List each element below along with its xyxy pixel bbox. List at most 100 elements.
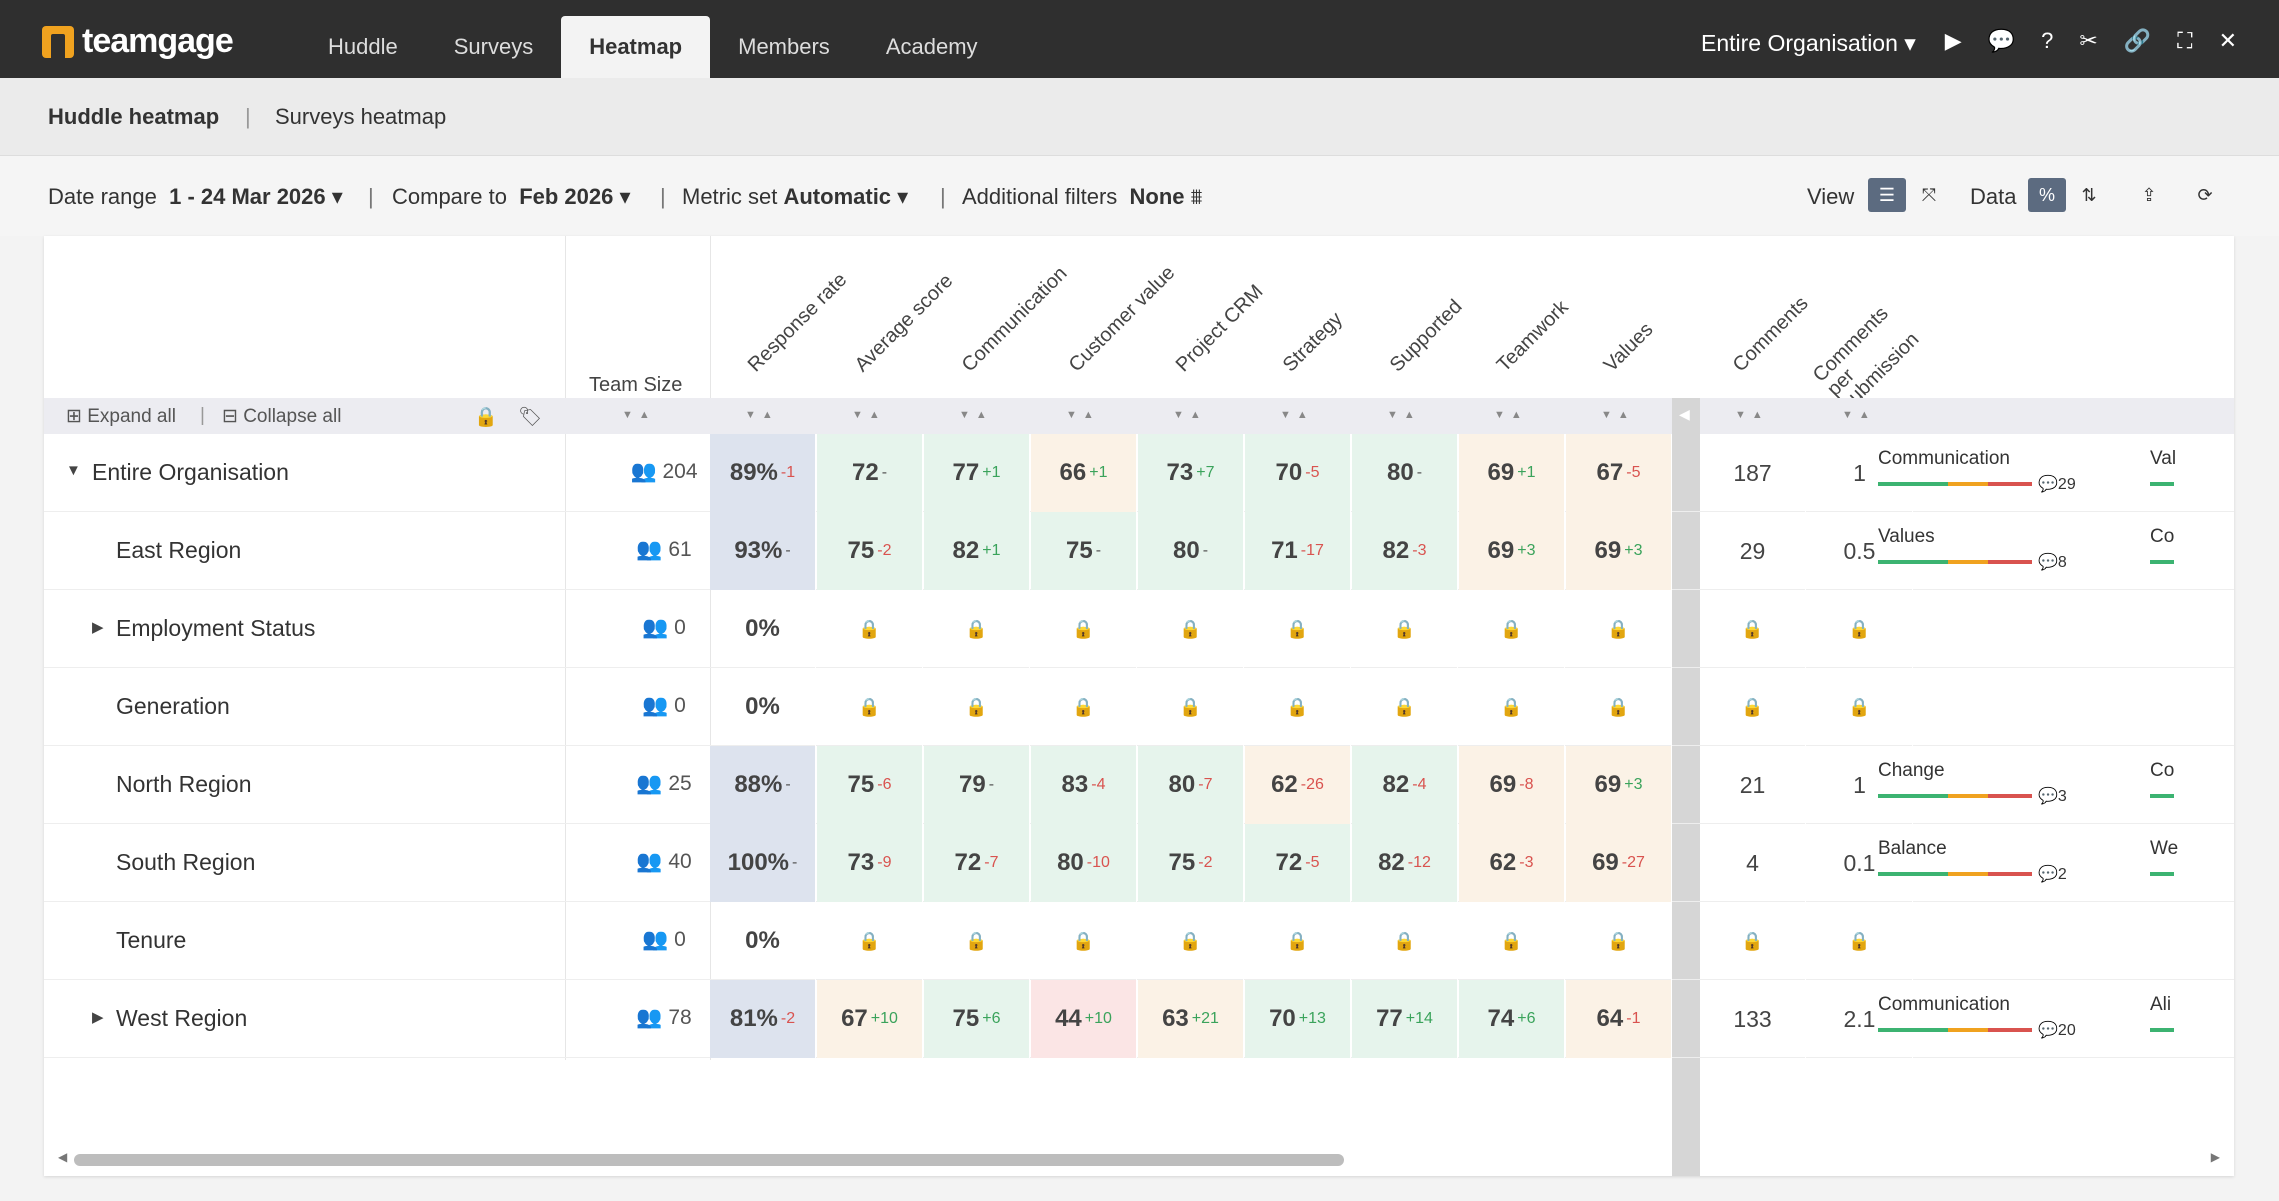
response-rate-cell[interactable]: 0% bbox=[710, 668, 816, 746]
sort-arrows[interactable]: ▼▲ bbox=[852, 409, 886, 421]
table-row[interactable]: ▶ Employment Status 👥 0 0% 🔒 🔒 🔒 🔒 🔒 🔒 🔒 🔒 🔒 🔒 bbox=[44, 590, 2234, 668]
table-row[interactable]: Generation 👥 0 0% 🔒 🔒 🔒 🔒 🔒 🔒 🔒 🔒 🔒 🔒 bbox=[44, 668, 2234, 746]
comments-per-submission-cell[interactable]: 1 bbox=[1807, 434, 1913, 512]
row-name[interactable]: Entire Organisation bbox=[92, 459, 289, 485]
heatmap-cell[interactable]: 83 -4 bbox=[1031, 746, 1137, 824]
comments-cell[interactable]: 133 bbox=[1700, 980, 1806, 1058]
top-theme[interactable]: Communication bbox=[1878, 448, 2010, 469]
heatmap-cell[interactable]: 73 +7 bbox=[1138, 434, 1244, 512]
response-rate-cell[interactable]: 0% bbox=[710, 902, 816, 980]
heatmap-cell[interactable]: 82 -3 bbox=[1352, 512, 1458, 590]
organisation-selector[interactable]: Entire Organisation ▾ bbox=[1701, 30, 1916, 57]
comments-per-submission-cell[interactable]: 1 bbox=[1807, 746, 1913, 824]
heatmap-cell[interactable]: 75 -6 bbox=[817, 746, 923, 824]
column-header[interactable]: Response rate bbox=[743, 268, 852, 377]
table-view-button[interactable]: ☰ bbox=[1868, 178, 1906, 212]
heatmap-cell[interactable]: 71 -17 bbox=[1245, 512, 1351, 590]
sort-arrows[interactable]: ▼▲ bbox=[1735, 409, 1769, 421]
heatmap-cell[interactable]: 69 +3 bbox=[1459, 512, 1565, 590]
heatmap-cell[interactable]: 82 -12 bbox=[1352, 824, 1458, 902]
sort-arrows[interactable]: ▼▲ bbox=[959, 409, 993, 421]
tag-icon[interactable]: 🏷 bbox=[518, 407, 543, 428]
expand-all-button[interactable]: ⊞ Expand all bbox=[66, 405, 176, 428]
heatmap-cell[interactable]: 69 +3 bbox=[1566, 512, 1672, 590]
tab-huddle-heatmap[interactable]: Huddle heatmap bbox=[48, 104, 220, 129]
table-row[interactable]: East Region 👥 61 93% -75 -2 82 +1 75-80-71 -17 82… bbox=[44, 512, 2234, 590]
table-row[interactable]: ▼ Entire Organisation 👥 204 89% -1 72-77 +1 66 +… bbox=[44, 434, 2234, 512]
comments-per-submission-cell[interactable]: 0.5 bbox=[1807, 512, 1913, 590]
compare-filter[interactable]: Compare to Feb 2026 ▾ bbox=[392, 184, 631, 210]
heatmap-cell[interactable]: 79- bbox=[924, 746, 1030, 824]
row-name[interactable]: West Region bbox=[116, 1005, 248, 1031]
heatmap-cell[interactable]: 72 -5 bbox=[1245, 824, 1351, 902]
column-header[interactable]: Supported bbox=[1385, 295, 1467, 377]
additional-filters[interactable]: Additional filters None ⩩ bbox=[962, 184, 1202, 210]
theme-truncated[interactable]: Co bbox=[2150, 760, 2175, 781]
scroll-right-icon[interactable]: ▶ bbox=[2210, 1150, 2220, 1164]
comments-cell[interactable]: 187 bbox=[1700, 434, 1806, 512]
top-theme[interactable]: Change bbox=[1878, 760, 1945, 781]
tab-surveys-heatmap[interactable]: Surveys heatmap bbox=[275, 104, 447, 129]
heatmap-cell[interactable]: 77 +14 bbox=[1352, 980, 1458, 1058]
play-icon[interactable]: ▶ bbox=[1944, 28, 1962, 53]
help-icon[interactable]: ? bbox=[2041, 28, 2054, 53]
caret-right-icon[interactable]: ▶ bbox=[92, 1009, 104, 1026]
row-name[interactable]: Generation bbox=[116, 693, 230, 719]
sort-arrows[interactable]: ▼▲ bbox=[622, 409, 656, 421]
tab-academy[interactable]: Academy bbox=[885, 34, 978, 59]
scatter-view-button[interactable]: ⤧ bbox=[1910, 178, 1948, 212]
heatmap-cell[interactable]: 75 -2 bbox=[1138, 824, 1244, 902]
heatmap-cell[interactable]: 72 -7 bbox=[924, 824, 1030, 902]
heatmap-cell[interactable]: 74 +6 bbox=[1459, 980, 1565, 1058]
heatmap-cell[interactable]: 72- bbox=[817, 434, 923, 512]
collapse-divider[interactable]: ◀ bbox=[1672, 398, 1700, 1176]
heatmap-cell[interactable]: 89% -1 bbox=[710, 434, 816, 512]
heatmap-cell[interactable]: 66 +1 bbox=[1031, 434, 1137, 512]
heatmap-cell[interactable]: 81% -2 bbox=[710, 980, 816, 1058]
heatmap-cell[interactable]: 75 -2 bbox=[817, 512, 923, 590]
row-name[interactable]: North Region bbox=[116, 771, 252, 797]
heatmap-cell[interactable]: 82 +1 bbox=[924, 512, 1030, 590]
column-header[interactable]: Average score bbox=[850, 269, 958, 377]
heatmap-cell[interactable]: 69 +3 bbox=[1566, 746, 1672, 824]
sort-arrows[interactable]: ▼▲ bbox=[1601, 409, 1635, 421]
comments-cell[interactable]: 4 bbox=[1700, 824, 1806, 902]
heatmap-cell[interactable]: 88% - bbox=[710, 746, 816, 824]
heatmap-cell[interactable]: 70 -5 bbox=[1245, 434, 1351, 512]
column-header[interactable]: Project CRM bbox=[1171, 280, 1268, 377]
comments-per-submission-cell[interactable]: 0.1 bbox=[1807, 824, 1913, 902]
heatmap-cell[interactable]: 44 +10 bbox=[1031, 980, 1137, 1058]
heatmap-cell[interactable]: 67 -5 bbox=[1566, 434, 1672, 512]
heatmap-cell[interactable]: 69 +1 bbox=[1459, 434, 1565, 512]
theme-truncated[interactable]: Co bbox=[2150, 526, 2175, 547]
link-icon[interactable]: 🔗 bbox=[2123, 28, 2152, 53]
column-header[interactable]: Communication bbox=[957, 262, 1072, 377]
row-name[interactable]: East Region bbox=[116, 537, 242, 563]
comments-cell[interactable]: 21 bbox=[1700, 746, 1806, 824]
date-range-filter[interactable]: Date range 1 - 24 Mar 2026 ▾ bbox=[48, 184, 343, 210]
caret-right-icon[interactable]: ▶ bbox=[92, 619, 104, 636]
heatmap-cell[interactable]: 93% - bbox=[710, 512, 816, 590]
horizontal-scrollbar[interactable]: ◀ ▶ bbox=[58, 1150, 2220, 1166]
heatmap-cell[interactable]: 64 -1 bbox=[1566, 980, 1672, 1058]
heatmap-cell[interactable]: 80 -7 bbox=[1138, 746, 1244, 824]
column-header[interactable]: Values bbox=[1599, 318, 1658, 377]
theme-truncated[interactable]: We bbox=[2150, 838, 2179, 859]
heatmap-cell[interactable]: 62 -26 bbox=[1245, 746, 1351, 824]
sort-arrows[interactable]: ▼▲ bbox=[1387, 409, 1421, 421]
heatmap-cell[interactable]: 80- bbox=[1138, 512, 1244, 590]
heatmap-cell[interactable]: 77 +1 bbox=[924, 434, 1030, 512]
sort-data-button[interactable]: ⇅ bbox=[2070, 178, 2108, 212]
heatmap-cell[interactable]: 80- bbox=[1352, 434, 1458, 512]
metric-set-filter[interactable]: Metric set Automatic ▾ bbox=[682, 184, 908, 210]
response-rate-cell[interactable]: 0% bbox=[710, 590, 816, 668]
heatmap-cell[interactable]: 80 -10 bbox=[1031, 824, 1137, 902]
caret-down-icon[interactable]: ▼ bbox=[66, 462, 81, 479]
theme-truncated[interactable]: Ali bbox=[2150, 994, 2172, 1015]
fullscreen-icon[interactable]: ⛶ bbox=[2177, 28, 2193, 53]
heatmap-cell[interactable]: 75- bbox=[1031, 512, 1137, 590]
heatmap-cell[interactable]: 73 -9 bbox=[817, 824, 923, 902]
lock-icon[interactable]: 🔒 bbox=[474, 407, 498, 428]
heatmap-cell[interactable]: 70 +13 bbox=[1245, 980, 1351, 1058]
table-row[interactable]: South Region 👥 40 100% -73 -9 72 -7 80 -10 75 -2 72… bbox=[44, 824, 2234, 902]
